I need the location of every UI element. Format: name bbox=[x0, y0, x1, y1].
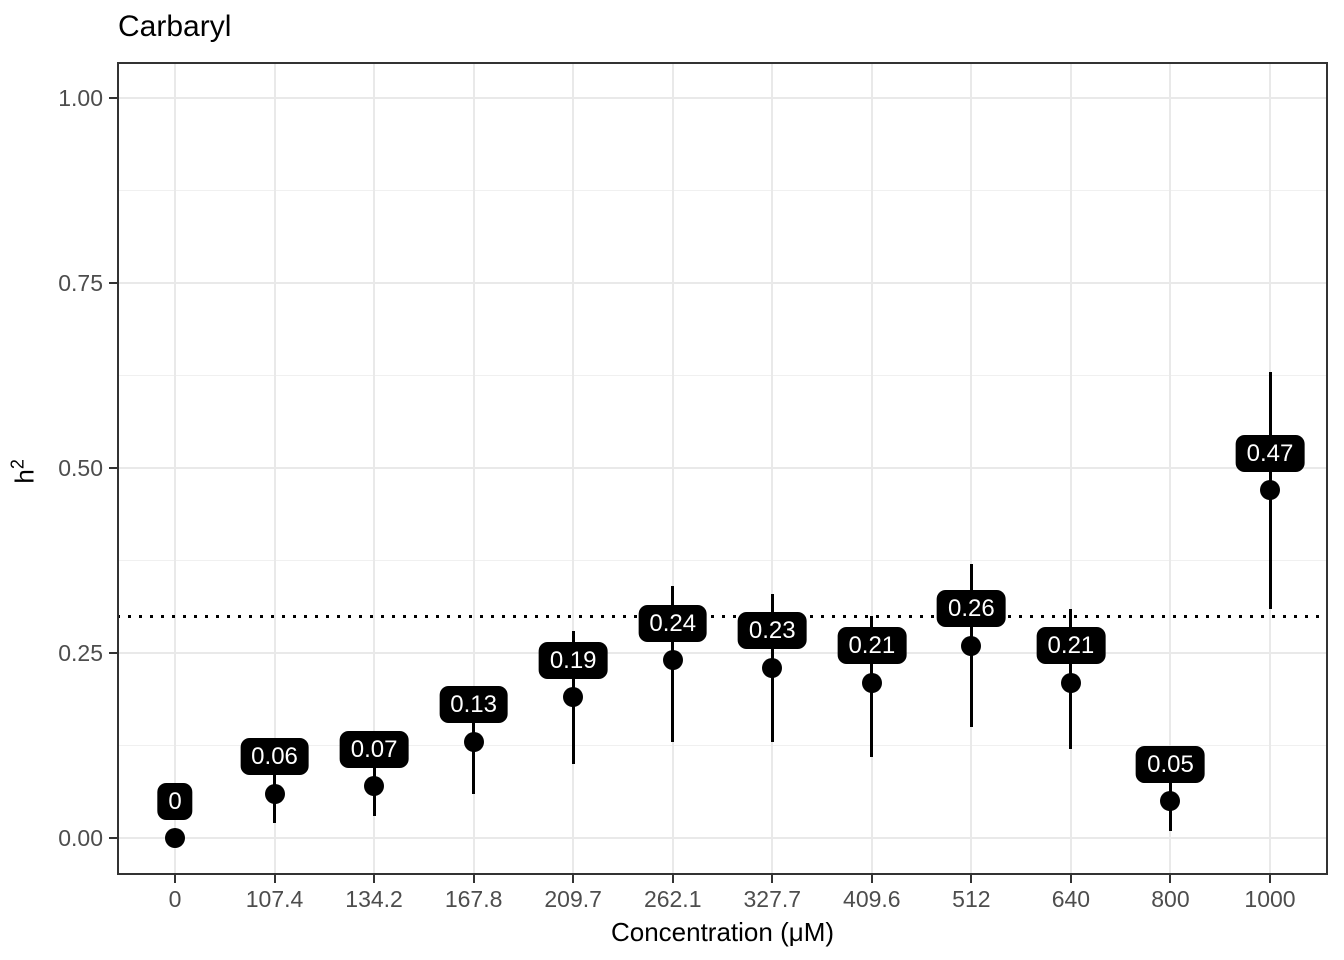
x-tick-label: 0 bbox=[168, 886, 182, 912]
x-tick-label: 800 bbox=[1151, 886, 1190, 912]
gridline-major-v bbox=[472, 62, 475, 875]
x-tick-label: 209.7 bbox=[544, 886, 602, 912]
gridline-major-h bbox=[117, 97, 1328, 99]
x-tick-label: 107.4 bbox=[245, 886, 304, 912]
x-tick-mark bbox=[373, 875, 376, 883]
value-label: 0.24 bbox=[638, 604, 708, 642]
x-tick-label: 262.1 bbox=[643, 886, 702, 912]
x-tick-mark bbox=[1269, 875, 1271, 883]
gridline-major-v bbox=[970, 62, 973, 875]
reference-line bbox=[117, 614, 1328, 618]
gridline-major-v bbox=[174, 62, 176, 875]
x-tick-label: 512 bbox=[952, 886, 991, 912]
data-point bbox=[1160, 791, 1181, 811]
x-tick-mark bbox=[771, 875, 774, 883]
x-tick-label: 167.8 bbox=[444, 886, 503, 912]
x-tick-mark bbox=[572, 875, 575, 883]
gridline-major-h bbox=[117, 282, 1328, 284]
y-tick-label: 0.25 bbox=[58, 640, 103, 666]
gridline-minor-h bbox=[117, 190, 1328, 191]
y-tick-label: 0.75 bbox=[58, 270, 103, 296]
x-tick-mark bbox=[970, 875, 973, 883]
y-tick-label: 0.00 bbox=[58, 825, 103, 851]
data-point bbox=[264, 783, 285, 804]
value-label: 0.19 bbox=[538, 641, 608, 679]
gridline-major-v bbox=[671, 62, 674, 875]
gridline-major-h bbox=[117, 467, 1328, 469]
x-tick-label: 1000 bbox=[1244, 886, 1296, 912]
data-point bbox=[662, 650, 683, 671]
gridline-major-v bbox=[273, 62, 276, 875]
data-point bbox=[364, 776, 385, 797]
x-tick-mark bbox=[1169, 875, 1172, 883]
x-tick-label: 640 bbox=[1051, 886, 1091, 912]
value-label: 0.26 bbox=[937, 590, 1006, 628]
x-axis-title: Concentration (μM) bbox=[610, 917, 835, 947]
gridline-major-v bbox=[771, 62, 774, 875]
gridline-minor-h bbox=[117, 560, 1328, 561]
x-tick-label: 409.6 bbox=[843, 886, 901, 912]
x-tick-mark bbox=[273, 875, 276, 883]
value-label: 0.23 bbox=[737, 612, 807, 650]
data-point bbox=[961, 635, 982, 656]
y-tick-mark bbox=[109, 467, 117, 469]
gridline-major-v bbox=[870, 62, 873, 875]
x-tick-mark bbox=[472, 875, 475, 883]
gridline-major-v bbox=[572, 62, 575, 875]
x-tick-mark bbox=[870, 875, 873, 883]
gridline-major-v bbox=[1169, 62, 1172, 875]
y-tick-mark bbox=[109, 837, 117, 839]
y-tick-mark bbox=[109, 652, 117, 654]
data-point bbox=[1060, 672, 1081, 693]
x-tick-mark bbox=[671, 875, 674, 883]
x-tick-label: 134.2 bbox=[345, 886, 403, 912]
x-tick-mark bbox=[1069, 875, 1072, 883]
value-label: 0.13 bbox=[439, 686, 508, 724]
value-label: 0.21 bbox=[1036, 627, 1106, 665]
value-label: 0.06 bbox=[240, 738, 309, 776]
data-point bbox=[1260, 480, 1280, 501]
value-label: 0.05 bbox=[1136, 745, 1205, 783]
y-tick-mark bbox=[109, 97, 117, 99]
y-axis-title-sup: 2 bbox=[7, 459, 28, 470]
value-label: 0.47 bbox=[1235, 434, 1305, 472]
value-label: 0.21 bbox=[837, 627, 907, 665]
data-point bbox=[463, 731, 484, 752]
data-point bbox=[563, 687, 584, 708]
value-label: 0 bbox=[157, 782, 193, 820]
gridline-minor-h bbox=[117, 375, 1328, 376]
value-label: 0.07 bbox=[339, 730, 409, 768]
x-tick-mark bbox=[174, 875, 176, 883]
chart-title: Carbaryl bbox=[118, 10, 232, 43]
plot-panel: 0 0.06 0.07 0.13 0.19 0.24 0.23 0.21 0.26 0.21 0.0… bbox=[117, 62, 1328, 875]
y-tick-label: 1.00 bbox=[58, 85, 103, 111]
y-tick-label: 0.50 bbox=[58, 455, 103, 481]
x-tick-label: 327.7 bbox=[743, 886, 802, 912]
data-point bbox=[762, 657, 783, 678]
gridline-major-h bbox=[117, 837, 1328, 839]
gridline-major-v bbox=[1069, 62, 1072, 875]
data-point bbox=[165, 828, 185, 848]
y-tick-mark bbox=[109, 282, 117, 284]
gridline-major-v bbox=[373, 62, 376, 875]
data-point bbox=[861, 672, 882, 693]
gridline-minor-h bbox=[117, 745, 1328, 746]
gridline-major-h bbox=[117, 652, 1328, 654]
